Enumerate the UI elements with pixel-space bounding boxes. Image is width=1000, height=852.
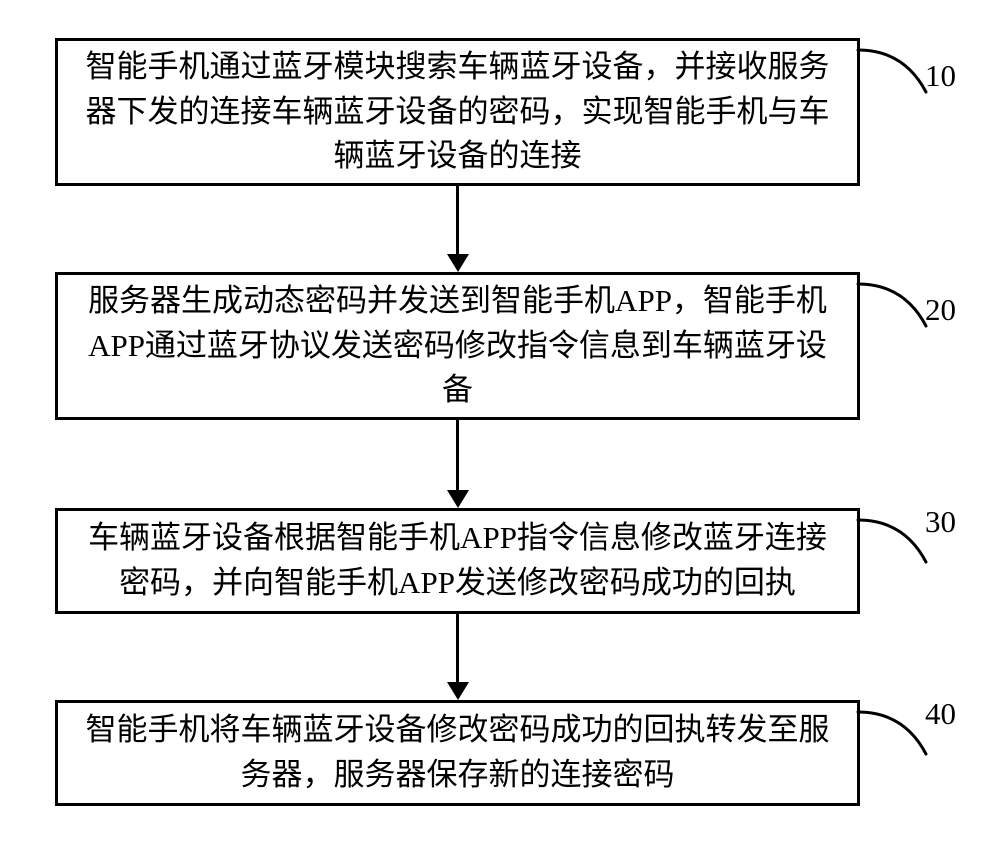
callout-label-20: 20 (925, 292, 956, 328)
step-box-20: 服务器生成动态密码并发送到智能手机APP，智能手机 APP通过蓝牙协议发送密码修… (55, 272, 860, 420)
step-box-10: 智能手机通过蓝牙模块搜索车辆蓝牙设备，并接收服务 器下发的连接车辆蓝牙设备的密码… (55, 38, 860, 186)
step-box-30: 车辆蓝牙设备根据智能手机APP指令信息修改蓝牙连接 密码，并向智能手机APP发送… (55, 508, 860, 614)
text-line: 备 (88, 368, 827, 413)
arrow-line (456, 420, 459, 492)
text-line: 密码，并向智能手机APP发送修改密码成功的回执 (88, 561, 827, 606)
text-line: APP通过蓝牙协议发送密码修改指令信息到车辆蓝牙设 (88, 324, 827, 369)
arrow-head-icon (447, 490, 469, 508)
arrow-line (456, 614, 459, 684)
arrow-line (456, 186, 459, 256)
flowchart-canvas: 智能手机通过蓝牙模块搜索车辆蓝牙设备，并接收服务 器下发的连接车辆蓝牙设备的密码… (0, 0, 1000, 852)
text-line: 车辆蓝牙设备根据智能手机APP指令信息修改蓝牙连接 (88, 516, 827, 561)
text-line: 智能手机将车辆蓝牙设备修改密码成功的回执转发至服 (86, 708, 830, 753)
step-text: 智能手机通过蓝牙模块搜索车辆蓝牙设备，并接收服务 器下发的连接车辆蓝牙设备的密码… (86, 45, 830, 180)
arrow-head-icon (447, 682, 469, 700)
text-line: 辆蓝牙设备的连接 (86, 134, 830, 179)
text-line: 智能手机通过蓝牙模块搜索车辆蓝牙设备，并接收服务 (86, 45, 830, 90)
step-text: 服务器生成动态密码并发送到智能手机APP，智能手机 APP通过蓝牙协议发送密码修… (88, 279, 827, 414)
callout-label-10: 10 (925, 58, 956, 94)
text-line: 务器，服务器保存新的连接密码 (86, 753, 830, 798)
text-line: 器下发的连接车辆蓝牙设备的密码，实现智能手机与车 (86, 90, 830, 135)
step-text: 智能手机将车辆蓝牙设备修改密码成功的回执转发至服 务器，服务器保存新的连接密码 (86, 708, 830, 798)
step-box-40: 智能手机将车辆蓝牙设备修改密码成功的回执转发至服 务器，服务器保存新的连接密码 (55, 700, 860, 806)
arrow-head-icon (447, 254, 469, 272)
text-line: 服务器生成动态密码并发送到智能手机APP，智能手机 (88, 279, 827, 324)
step-text: 车辆蓝牙设备根据智能手机APP指令信息修改蓝牙连接 密码，并向智能手机APP发送… (88, 516, 827, 606)
callout-label-30: 30 (925, 504, 956, 540)
callout-label-40: 40 (925, 696, 956, 732)
